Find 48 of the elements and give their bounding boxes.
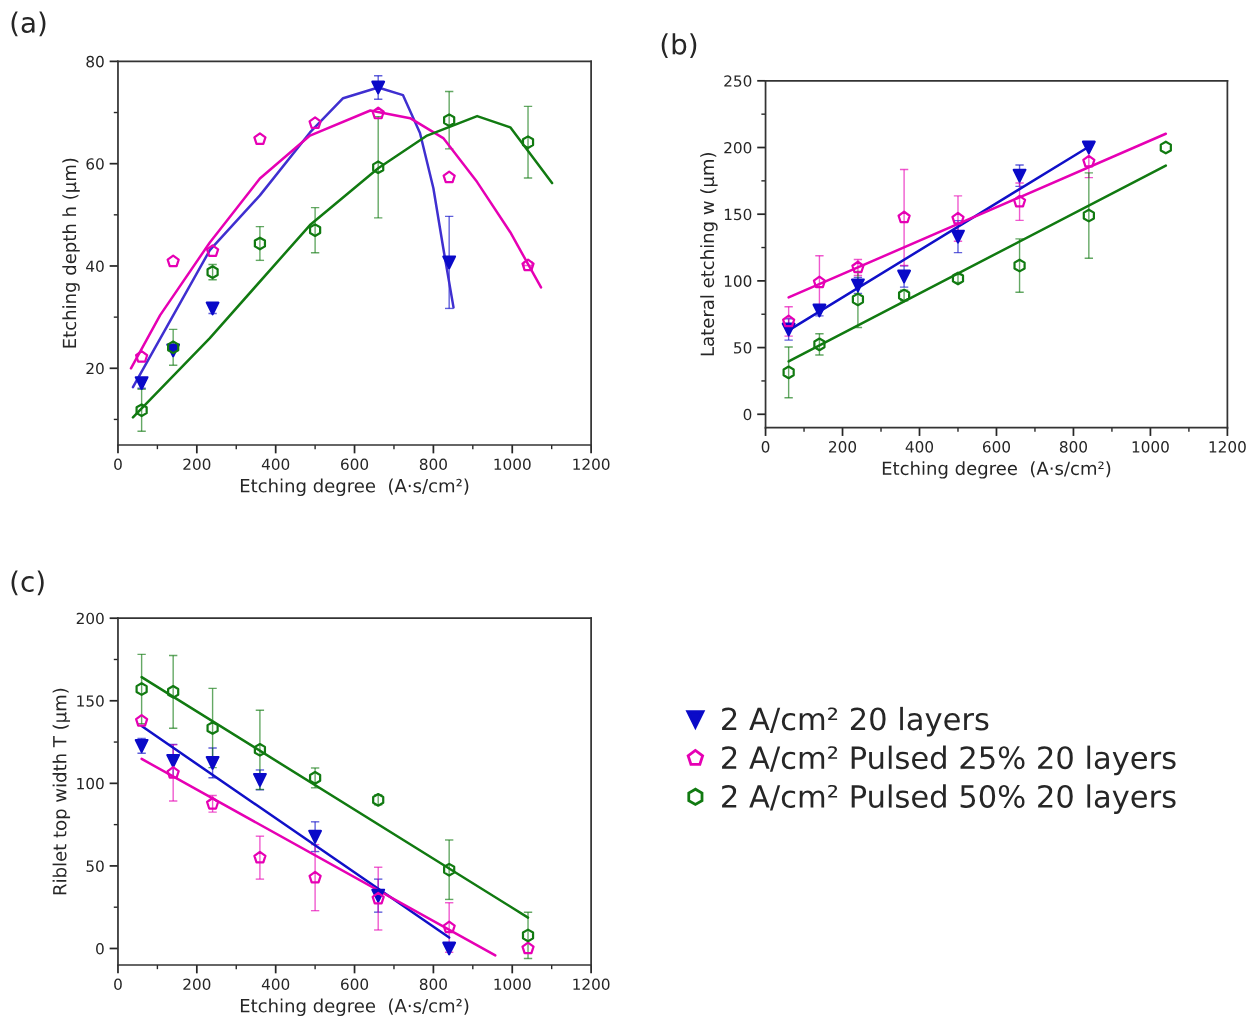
- y-tick-label: 200: [724, 141, 752, 154]
- y-tick-label: 100: [77, 777, 104, 790]
- y-axis-title: Riblet top width T (μm): [52, 688, 71, 895]
- x-axis-title: Etching degree (A·s/cm²): [240, 998, 469, 1017]
- x-tick-label: 1200: [1209, 441, 1246, 453]
- legend-label: 2 A/cm² 20 layers: [722, 706, 989, 737]
- y-tick-label: 250: [724, 75, 752, 87]
- x-tick-label: 200: [183, 978, 211, 991]
- x-tick-label: 400: [905, 441, 934, 453]
- y-axis-title: Lateral etching w (μm): [700, 153, 718, 356]
- y-tick-label: 150: [724, 208, 752, 221]
- y-tick-label: 50: [86, 860, 104, 872]
- x-tick-label: 0: [761, 441, 770, 453]
- chart-title: (c): [11, 570, 44, 596]
- x-tick-label: 800: [419, 458, 447, 471]
- x-tick-label: 1000: [494, 458, 531, 471]
- y-tick-label: 20: [86, 362, 104, 375]
- x-tick-label: 1200: [573, 978, 610, 991]
- y-axis-title: Etching depth h (μm): [62, 158, 80, 348]
- x-tick-label: 1200: [573, 458, 610, 471]
- y-tick-label: 150: [77, 695, 104, 707]
- legend-label: 2 A/cm² Pulsed 25% 20 layers: [722, 745, 1176, 776]
- x-tick-label: 0: [114, 978, 122, 991]
- chart-title: (a): [11, 11, 46, 37]
- x-tick-label: 800: [419, 978, 447, 991]
- x-axis-title: Etching degree (A·s/cm²): [240, 478, 469, 497]
- x-tick-label: 600: [341, 458, 369, 471]
- y-tick-label: 100: [724, 275, 752, 287]
- x-tick-label: 200: [829, 441, 857, 453]
- y-tick-label: 200: [76, 612, 104, 625]
- x-axis-title: Etching degree (A·s/cm²): [882, 461, 1111, 479]
- y-tick-label: 0: [96, 942, 104, 955]
- chart-title: (b): [661, 33, 697, 58]
- x-tick-label: 1000: [1132, 441, 1169, 453]
- x-tick-label: 400: [261, 978, 290, 991]
- x-tick-label: 400: [261, 458, 290, 471]
- x-tick-label: 600: [982, 441, 1011, 453]
- x-tick-label: 0: [114, 458, 122, 471]
- x-tick-label: 800: [1059, 441, 1088, 453]
- x-tick-label: 1000: [494, 978, 531, 991]
- y-tick-label: 40: [86, 260, 104, 272]
- x-tick-label: 200: [183, 458, 211, 471]
- y-tick-label: 0: [743, 408, 752, 421]
- y-tick-label: 60: [86, 158, 104, 170]
- y-tick-label: 80: [86, 55, 104, 68]
- y-tick-label: 50: [734, 342, 752, 354]
- x-tick-label: 600: [341, 978, 369, 991]
- legend-label: 2 A/cm² Pulsed 50% 20 layers: [722, 784, 1176, 814]
